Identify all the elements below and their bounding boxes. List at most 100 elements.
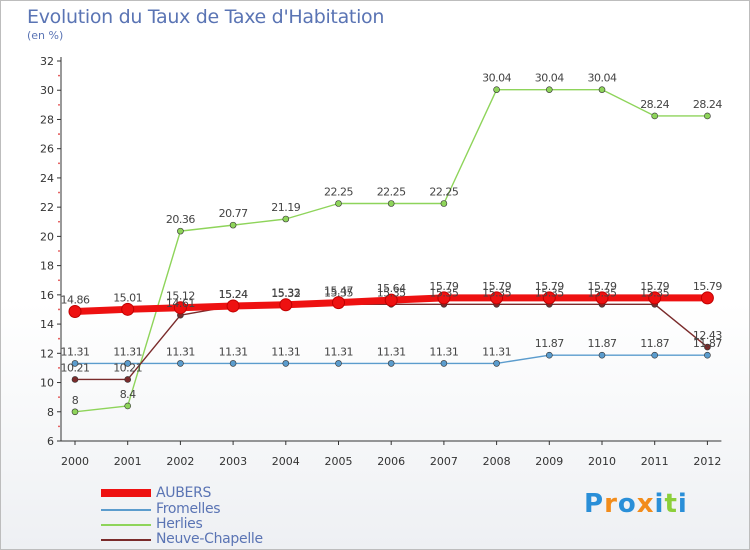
point-fromelles bbox=[545, 351, 553, 359]
logo-letter: o bbox=[617, 489, 637, 519]
point-herlies bbox=[651, 112, 659, 120]
legend-label-aubers: AUBERS bbox=[156, 485, 212, 501]
data-label-neuve-chapelle: 10.21 bbox=[113, 361, 142, 374]
data-label-aubers: 15.64 bbox=[377, 282, 406, 295]
data-label-fromelles: 11.31 bbox=[271, 345, 300, 358]
point-herlies bbox=[704, 112, 711, 120]
point-aubers bbox=[121, 302, 135, 316]
y-tick-label: 8 bbox=[47, 406, 54, 419]
y-tick-label: 18 bbox=[40, 260, 54, 273]
point-aubers bbox=[384, 293, 398, 307]
point-fromelles bbox=[440, 360, 448, 367]
chart-title: Evolution du Taux de Taxe d'Habitation bbox=[27, 6, 385, 28]
data-label-aubers: 15.79 bbox=[588, 280, 617, 293]
point-fromelles bbox=[71, 360, 79, 367]
point-herlies bbox=[229, 221, 237, 229]
data-label-herlies: 20.77 bbox=[219, 207, 248, 220]
y-minor-tick bbox=[58, 308, 60, 311]
point-fromelles bbox=[704, 351, 711, 359]
data-label-fromelles: 11.87 bbox=[588, 337, 617, 350]
point-herlies bbox=[440, 200, 448, 207]
y-minor-tick bbox=[58, 250, 60, 252]
x-tick-label: 2003 bbox=[219, 455, 247, 468]
data-label-fromelles: 11.87 bbox=[535, 337, 564, 350]
point-fromelles bbox=[493, 360, 500, 367]
data-label-herlies: 22.25 bbox=[324, 186, 353, 199]
x-tick-label: 2004 bbox=[272, 455, 300, 468]
point-aubers bbox=[648, 291, 662, 305]
y-minor-tick bbox=[58, 279, 60, 282]
data-label-aubers: 15.01 bbox=[113, 291, 142, 304]
point-aubers bbox=[332, 296, 345, 310]
x-tick-label: 2001 bbox=[114, 455, 142, 468]
x-tick-label: 2005 bbox=[325, 455, 353, 468]
y-minor-tick bbox=[58, 367, 60, 369]
chart-subtitle: (en %) bbox=[27, 29, 64, 42]
data-label-aubers: 15.79 bbox=[640, 280, 669, 293]
data-label-neuve-chapelle: 15.35 bbox=[324, 286, 353, 299]
point-herlies bbox=[71, 408, 79, 416]
data-label-aubers: 14.86 bbox=[61, 294, 90, 307]
data-label-aubers: 15.79 bbox=[482, 280, 511, 293]
point-aubers bbox=[226, 299, 240, 313]
point-aubers bbox=[173, 301, 187, 315]
logo-letter: P bbox=[584, 489, 605, 519]
data-label-neuve-chapelle: 15.33 bbox=[271, 287, 300, 300]
point-herlies bbox=[545, 86, 553, 93]
data-label-fromelles: 11.87 bbox=[640, 337, 669, 350]
point-aubers bbox=[542, 291, 556, 305]
point-fromelles bbox=[651, 351, 659, 359]
point-fromelles bbox=[124, 360, 131, 367]
y-tick-label: 20 bbox=[40, 230, 54, 243]
data-label-neuve-chapelle: 15.35 bbox=[482, 286, 511, 299]
legend-label-neuve-chapelle: Neuve-Chapelle bbox=[156, 531, 263, 547]
legend-swatch-herlies bbox=[101, 524, 151, 526]
point-herlies bbox=[493, 86, 500, 93]
data-label-neuve-chapelle: 14.61 bbox=[166, 297, 195, 310]
data-label-fromelles: 11.31 bbox=[377, 345, 406, 358]
point-fromelles bbox=[598, 351, 606, 359]
data-label-herlies: 8.4 bbox=[120, 388, 136, 401]
point-neuve-chapelle bbox=[704, 343, 711, 351]
point-herlies bbox=[282, 215, 290, 223]
data-label-fromelles: 11.31 bbox=[429, 345, 458, 358]
data-label-herlies: 20.36 bbox=[166, 213, 195, 226]
data-label-herlies: 30.04 bbox=[482, 72, 511, 85]
y-tick-label: 24 bbox=[40, 172, 54, 185]
point-aubers bbox=[595, 291, 609, 305]
point-neuve-chapelle bbox=[124, 376, 131, 383]
data-label-aubers: 15.47 bbox=[324, 285, 353, 298]
logo-letter: i bbox=[654, 489, 665, 519]
data-label-neuve-chapelle: 12.43 bbox=[693, 329, 722, 342]
x-tick-label: 2009 bbox=[535, 455, 563, 468]
data-label-fromelles: 11.31 bbox=[482, 345, 511, 358]
legend-swatch-fromelles bbox=[101, 509, 151, 511]
data-label-fromelles: 11.31 bbox=[113, 345, 142, 358]
point-aubers bbox=[437, 291, 451, 305]
x-tick-label: 2006 bbox=[377, 455, 405, 468]
point-aubers bbox=[68, 305, 82, 319]
legend-label-herlies: Herlies bbox=[156, 516, 203, 532]
logo-letter: r bbox=[604, 489, 618, 519]
y-minor-tick bbox=[58, 191, 60, 194]
data-label-fromelles: 11.31 bbox=[61, 345, 90, 358]
x-tick-label: 2002 bbox=[166, 455, 194, 468]
x-tick-label: 2000 bbox=[61, 455, 89, 468]
y-minor-tick bbox=[58, 337, 60, 340]
proxiti-logo: Proxiti bbox=[584, 489, 688, 519]
y-minor-tick bbox=[58, 103, 60, 106]
y-minor-tick bbox=[58, 162, 60, 165]
data-label-aubers: 15.32 bbox=[271, 287, 300, 300]
point-fromelles bbox=[335, 360, 342, 367]
data-label-herlies: 8 bbox=[72, 394, 79, 407]
data-label-fromelles: 11.31 bbox=[324, 345, 353, 358]
axes: 6 8 10 12 14 16 18 20 22 24 26 28 30 32 2000 2001 2002 20… bbox=[40, 55, 722, 468]
data-label-herlies: 28.24 bbox=[693, 98, 722, 111]
y-tick-label: 6 bbox=[47, 435, 54, 448]
data-label-aubers: 15.24 bbox=[219, 288, 248, 301]
data-label-aubers: 15.79 bbox=[429, 280, 458, 293]
data-labels: 11.31 11.31 11.31 11.31 11.31 11.31 11.31 11.31… bbox=[61, 72, 723, 407]
data-label-neuve-chapelle: 15.35 bbox=[640, 286, 669, 299]
data-label-fromelles: 11.87 bbox=[693, 337, 722, 350]
